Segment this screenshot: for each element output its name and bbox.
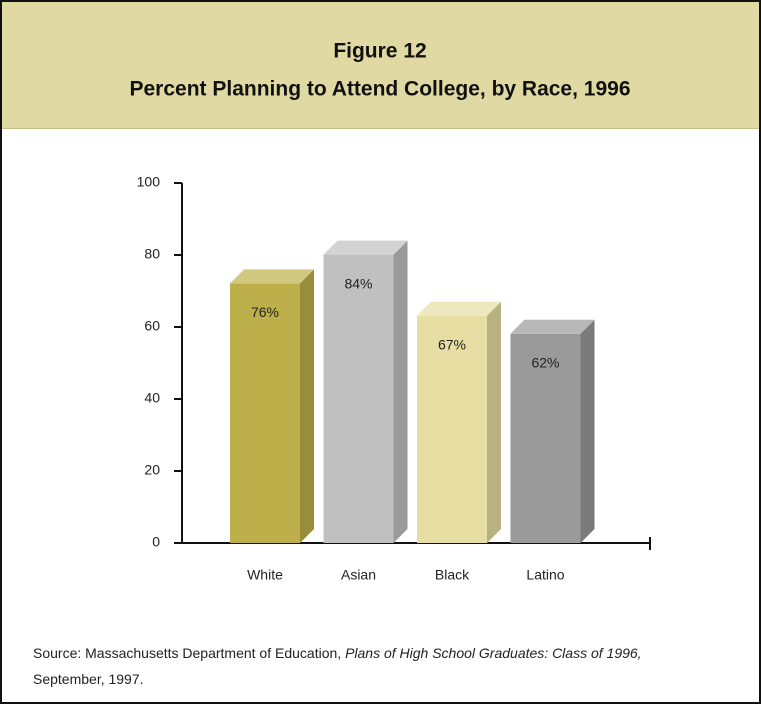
- source-label: Source:: [33, 645, 82, 661]
- bar-front: [510, 333, 581, 543]
- bar-front: [230, 283, 300, 543]
- bar-side: [393, 240, 408, 543]
- bar-side: [487, 301, 501, 543]
- bar: [510, 319, 595, 543]
- x-tick-label: Black: [435, 567, 470, 583]
- bar-top: [510, 319, 595, 334]
- source-date: September, 1997.: [33, 671, 144, 687]
- bar-side: [580, 319, 595, 543]
- bar: [417, 301, 501, 543]
- bar-top: [230, 269, 314, 284]
- x-tick-label: White: [247, 567, 283, 583]
- y-tick-label: 20: [144, 462, 160, 478]
- header-band: [2, 2, 759, 129]
- source-note: Source: Massachusetts Department of Educ…: [33, 640, 733, 692]
- bar-front: [323, 254, 394, 543]
- chart-title: Figure 12: [333, 40, 426, 63]
- y-tick-label: 80: [144, 246, 160, 262]
- y-tick-label: 40: [144, 390, 160, 406]
- y-tick-label: 60: [144, 318, 160, 334]
- bar-side: [300, 269, 314, 543]
- x-tick-label: Asian: [341, 567, 376, 583]
- chart-subtitle: Percent Planning to Attend College, by R…: [129, 78, 630, 101]
- bar-front: [417, 315, 487, 543]
- source-text: Massachusetts Department of Education,: [85, 645, 342, 661]
- value-label: 76%: [251, 304, 279, 320]
- bar-top: [417, 301, 501, 316]
- bar: [230, 269, 314, 543]
- bar-top: [323, 240, 408, 255]
- value-label: 67%: [438, 337, 466, 353]
- value-label: 62%: [531, 355, 559, 371]
- source-publication: Plans of High School Graduates: Class of…: [345, 645, 642, 661]
- bar: [323, 240, 408, 543]
- y-tick-label: 100: [137, 174, 161, 190]
- x-tick-label: Latino: [526, 567, 564, 583]
- y-tick-label: 0: [152, 534, 160, 550]
- value-label: 84%: [344, 275, 372, 291]
